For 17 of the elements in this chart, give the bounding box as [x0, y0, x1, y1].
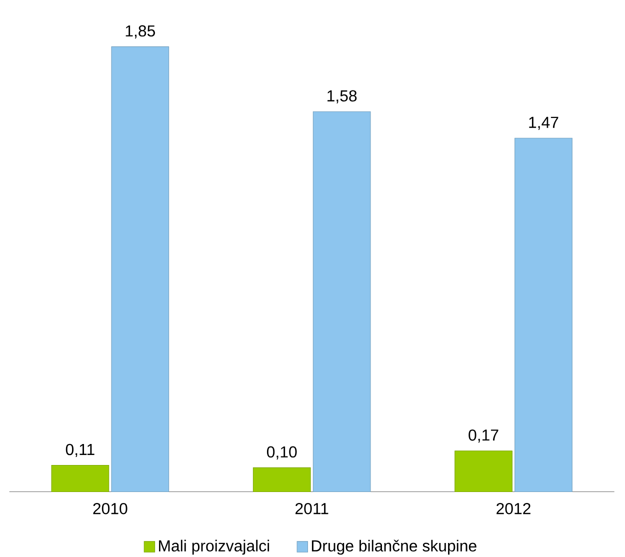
legend-label: Druge bilančne skupine — [312, 540, 476, 555]
bar — [514, 138, 572, 492]
legend-label: Mali proizvajalci — [159, 540, 270, 555]
data-label: 0,17 — [468, 429, 498, 443]
data-label: 0,11 — [66, 444, 94, 458]
x-tick-label: 2011 — [295, 502, 328, 514]
bar — [312, 111, 371, 492]
x-tick-label: 2010 — [93, 502, 128, 514]
x-tick-label: 2012 — [496, 502, 530, 514]
data-label: 1,58 — [328, 90, 357, 104]
bar — [51, 464, 110, 492]
data-label: 0,10 — [266, 446, 297, 460]
bar — [111, 46, 170, 492]
bar — [454, 450, 512, 492]
data-label: 1,47 — [529, 116, 558, 130]
bar — [252, 467, 311, 492]
data-label: 1,85 — [126, 25, 155, 38]
